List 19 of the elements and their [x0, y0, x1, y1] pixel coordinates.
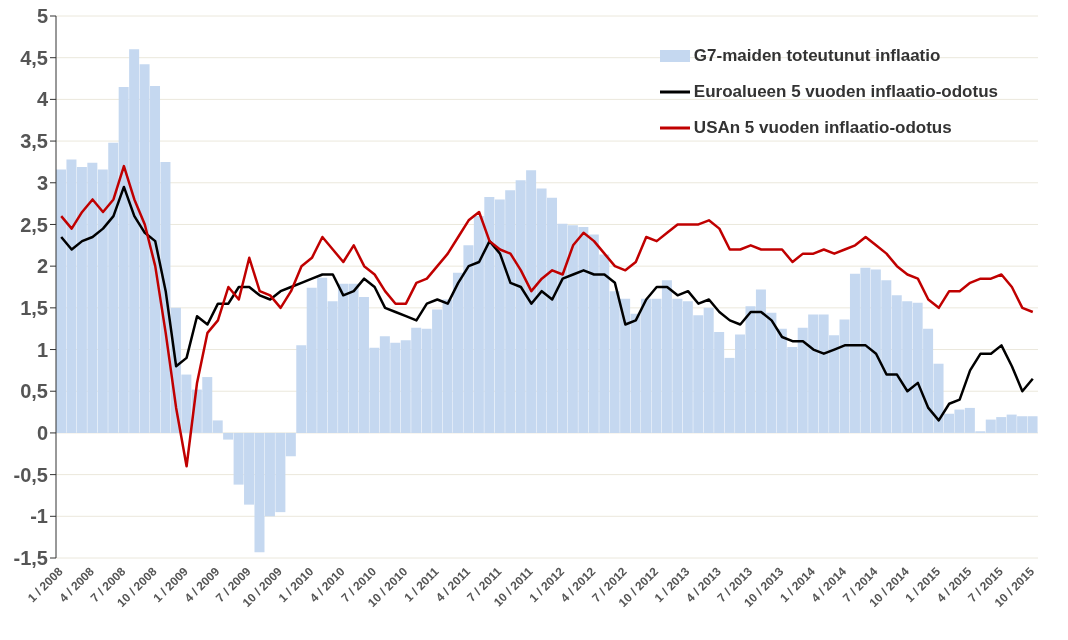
- y-tick-label: 1: [36, 338, 48, 361]
- y-tick-label: 2: [36, 255, 48, 278]
- line-series: [59, 185, 1035, 422]
- y-tick-label: 0,5: [20, 380, 48, 403]
- y-tick-label: 3,5: [20, 130, 48, 153]
- y-tick-label: 4: [36, 88, 49, 111]
- legend-label: Euroalueen 5 vuoden inflaatio-odotus: [693, 81, 998, 103]
- y-tick-label: 3: [36, 171, 48, 194]
- y-tick-label: 2,5: [20, 213, 48, 236]
- y-tick-label: -1: [30, 505, 48, 528]
- legend-label: G7-maiden toteutunut inflaatio: [693, 45, 941, 67]
- y-tick-label: -0,5: [13, 463, 48, 486]
- line-series: [59, 164, 1035, 468]
- y-tick-label: 4,5: [20, 46, 48, 69]
- legend-label: USAn 5 vuoden inflaatio-odotus: [693, 117, 952, 139]
- y-tick-label: 0: [36, 422, 48, 445]
- y-tick-label: 1,5: [20, 296, 48, 319]
- y-tick-label: -1,5: [13, 547, 48, 570]
- y-tick-label: 5: [36, 5, 48, 28]
